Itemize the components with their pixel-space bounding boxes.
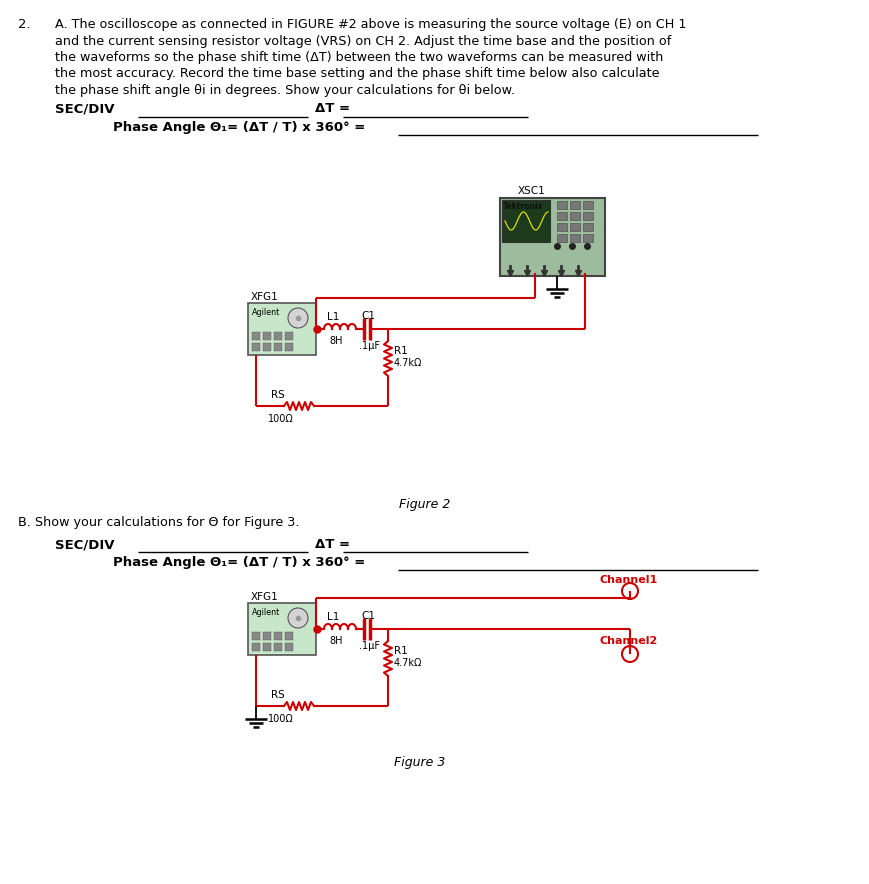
FancyBboxPatch shape xyxy=(252,632,260,640)
FancyBboxPatch shape xyxy=(582,201,593,209)
FancyBboxPatch shape xyxy=(252,643,260,651)
FancyBboxPatch shape xyxy=(262,643,270,651)
Text: the waveforms so the phase shift time (ΔT) between the two waveforms can be meas: the waveforms so the phase shift time (Δ… xyxy=(55,51,663,64)
Circle shape xyxy=(621,583,637,599)
Text: Agilent: Agilent xyxy=(252,308,280,317)
Text: SEC/DIV: SEC/DIV xyxy=(55,538,115,551)
Text: A. The oscilloscope as connected in FIGURE #2 above is measuring the source volt: A. The oscilloscope as connected in FIGU… xyxy=(55,18,686,31)
Text: L1: L1 xyxy=(327,612,339,622)
Text: Tektronix: Tektronix xyxy=(502,202,543,211)
Text: RS: RS xyxy=(270,690,284,700)
Text: R1: R1 xyxy=(394,646,408,656)
FancyBboxPatch shape xyxy=(582,223,593,231)
Text: 8H: 8H xyxy=(328,336,342,346)
FancyBboxPatch shape xyxy=(262,632,270,640)
Text: Channel1: Channel1 xyxy=(600,575,658,585)
Circle shape xyxy=(288,608,308,628)
FancyBboxPatch shape xyxy=(262,343,270,351)
FancyBboxPatch shape xyxy=(500,198,604,276)
Text: 2.: 2. xyxy=(18,18,30,31)
Text: C1: C1 xyxy=(361,311,375,321)
FancyBboxPatch shape xyxy=(285,343,293,351)
Text: 100Ω: 100Ω xyxy=(268,414,294,424)
FancyBboxPatch shape xyxy=(274,332,282,340)
FancyBboxPatch shape xyxy=(569,234,580,242)
Text: RS: RS xyxy=(270,390,284,400)
FancyBboxPatch shape xyxy=(556,223,567,231)
Text: .1μF: .1μF xyxy=(359,341,380,351)
FancyBboxPatch shape xyxy=(252,343,260,351)
Text: the most accuracy. Record the time base setting and the phase shift time below a: the most accuracy. Record the time base … xyxy=(55,67,659,80)
FancyBboxPatch shape xyxy=(569,212,580,220)
Text: ΔT =: ΔT = xyxy=(315,538,349,551)
FancyBboxPatch shape xyxy=(252,332,260,340)
Text: 4.7kΩ: 4.7kΩ xyxy=(394,358,421,368)
Text: SEC/DIV: SEC/DIV xyxy=(55,103,115,116)
Text: C1: C1 xyxy=(361,611,375,621)
FancyBboxPatch shape xyxy=(274,643,282,651)
FancyBboxPatch shape xyxy=(569,201,580,209)
Text: L1: L1 xyxy=(327,312,339,322)
FancyBboxPatch shape xyxy=(569,223,580,231)
FancyBboxPatch shape xyxy=(556,212,567,220)
FancyBboxPatch shape xyxy=(274,632,282,640)
Text: Agilent: Agilent xyxy=(252,608,280,617)
Text: XFG1: XFG1 xyxy=(251,592,278,602)
FancyBboxPatch shape xyxy=(248,303,315,355)
FancyBboxPatch shape xyxy=(248,603,315,655)
Text: R1: R1 xyxy=(394,346,408,356)
Text: 4.7kΩ: 4.7kΩ xyxy=(394,658,421,668)
Text: B. Show your calculations for Θ for Figure 3.: B. Show your calculations for Θ for Figu… xyxy=(18,516,299,529)
Text: 100Ω: 100Ω xyxy=(268,714,294,724)
Text: Figure 2: Figure 2 xyxy=(399,498,450,511)
Text: Figure 3: Figure 3 xyxy=(394,756,445,769)
Text: ΔT =: ΔT = xyxy=(315,103,349,116)
Text: the phase shift angle θi in degrees. Show your calculations for θi below.: the phase shift angle θi in degrees. Sho… xyxy=(55,84,514,97)
FancyBboxPatch shape xyxy=(501,200,549,242)
Text: Channel2: Channel2 xyxy=(600,636,658,646)
FancyBboxPatch shape xyxy=(285,632,293,640)
Text: 8H: 8H xyxy=(328,636,342,646)
FancyBboxPatch shape xyxy=(285,332,293,340)
FancyBboxPatch shape xyxy=(582,234,593,242)
FancyBboxPatch shape xyxy=(556,234,567,242)
Text: XSC1: XSC1 xyxy=(517,186,545,196)
Text: and the current sensing resistor voltage (VRS) on CH 2. Adjust the time base and: and the current sensing resistor voltage… xyxy=(55,34,671,48)
FancyBboxPatch shape xyxy=(556,201,567,209)
FancyBboxPatch shape xyxy=(274,343,282,351)
Text: .1μF: .1μF xyxy=(359,641,380,651)
Text: Phase Angle Θ₁= (ΔT / T) x 360° =: Phase Angle Θ₁= (ΔT / T) x 360° = xyxy=(113,120,365,133)
Circle shape xyxy=(621,646,637,662)
Circle shape xyxy=(288,308,308,328)
Text: Phase Angle Θ₁= (ΔT / T) x 360° =: Phase Angle Θ₁= (ΔT / T) x 360° = xyxy=(113,556,365,569)
FancyBboxPatch shape xyxy=(285,643,293,651)
FancyBboxPatch shape xyxy=(582,212,593,220)
FancyBboxPatch shape xyxy=(262,332,270,340)
Text: XFG1: XFG1 xyxy=(251,292,278,302)
